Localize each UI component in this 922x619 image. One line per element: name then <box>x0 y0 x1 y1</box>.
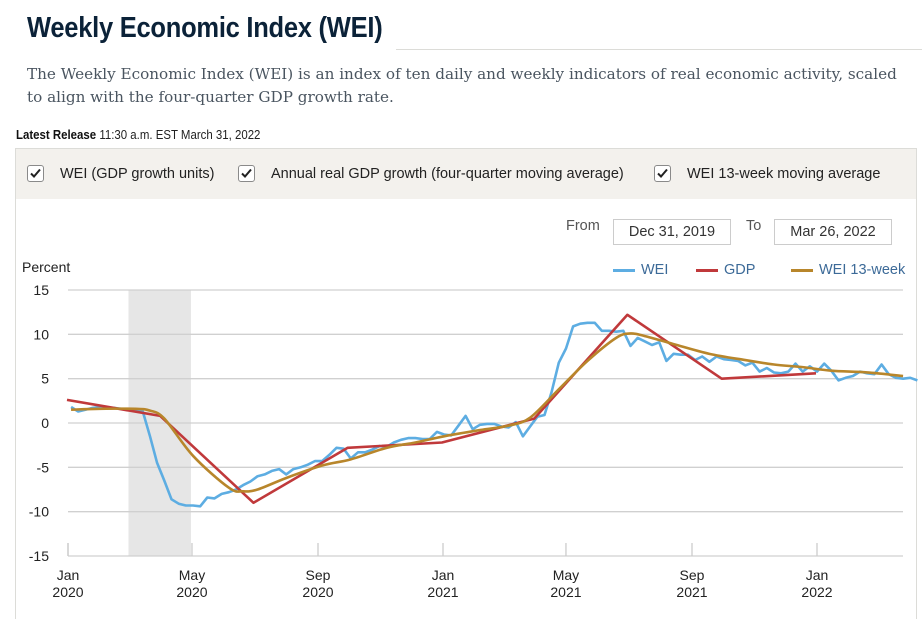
y-tick-label: 15 <box>33 282 49 298</box>
x-tick-month: Jan <box>432 567 455 583</box>
x-tick-year: 2020 <box>302 584 333 600</box>
x-tick-year: 2021 <box>427 584 458 600</box>
x-tick-year: 2020 <box>52 584 83 600</box>
x-tick-month: Sep <box>306 567 331 583</box>
y-tick-label: 10 <box>33 326 49 342</box>
x-tick-month: Jan <box>57 567 80 583</box>
x-tick-year: 2020 <box>176 584 207 600</box>
y-tick-label: -5 <box>37 459 50 475</box>
x-tick-month: May <box>179 567 205 583</box>
y-tick-label: 5 <box>41 371 49 387</box>
y-tick-label: 0 <box>41 415 49 431</box>
x-tick-year: 2021 <box>550 584 581 600</box>
x-tick-month: Sep <box>680 567 705 583</box>
x-tick-month: May <box>553 567 579 583</box>
x-tick-year: 2022 <box>801 584 832 600</box>
x-tick-year: 2021 <box>676 584 707 600</box>
y-tick-label: -15 <box>29 548 49 564</box>
x-tick-month: Jan <box>806 567 829 583</box>
y-tick-label: -10 <box>29 504 49 520</box>
series-line-wei <box>71 323 917 507</box>
